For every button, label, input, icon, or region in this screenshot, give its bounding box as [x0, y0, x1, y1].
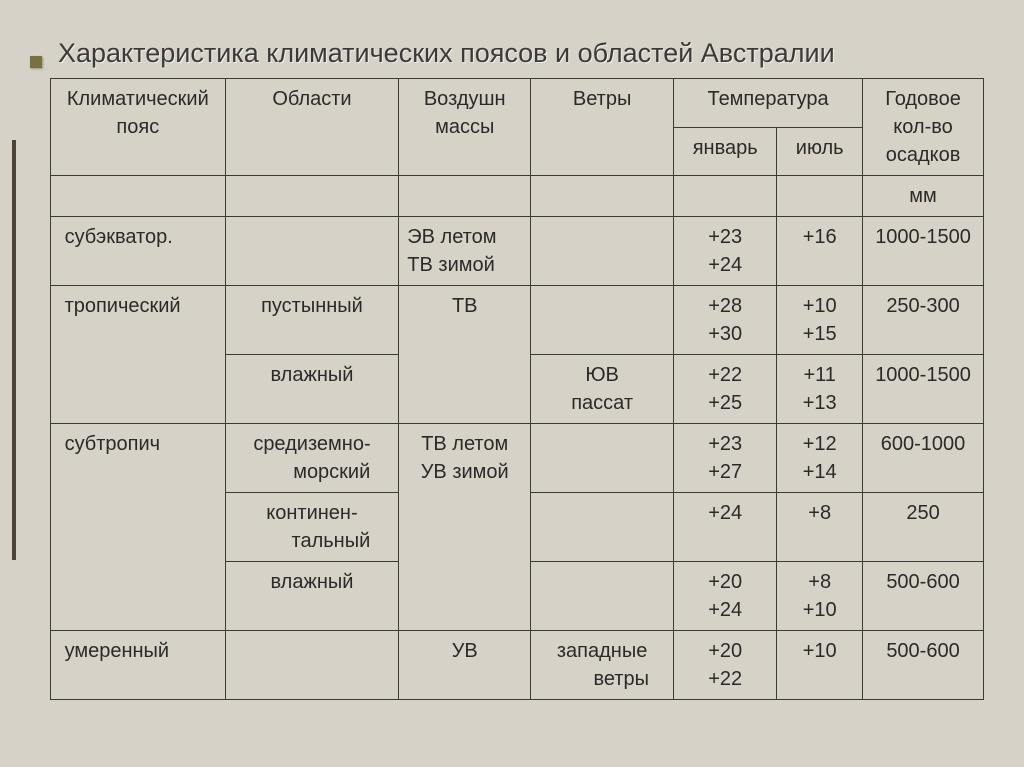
- hdr-jul: июль: [777, 127, 863, 176]
- slide: Характеристика климатических поясов и об…: [0, 0, 1024, 767]
- cell-jul: +11+13: [777, 355, 863, 424]
- hdr-zone: Климатический пояс: [51, 79, 226, 176]
- cell-zone: тропический: [51, 286, 226, 424]
- cell-precip: 1000-1500: [863, 217, 984, 286]
- cell-precip: 500-600: [863, 562, 984, 631]
- cell-precip: 500-600: [863, 631, 984, 700]
- cell-jan: +20+24: [674, 562, 777, 631]
- cell-jul: +12+14: [777, 424, 863, 493]
- cell-area: влажный: [225, 562, 399, 631]
- cell-jul: +8: [777, 493, 863, 562]
- hdr-temp: Температура: [674, 79, 863, 128]
- cell-precip: 250-300: [863, 286, 984, 355]
- cell-jan: +23+27: [674, 424, 777, 493]
- cell-area: пустынный: [225, 286, 399, 355]
- cell-air: ТВ: [399, 286, 531, 424]
- hdr-air: Воздушн массы: [399, 79, 531, 176]
- cell-jul: +10+15: [777, 286, 863, 355]
- header-row-1: Климатический пояс Области Воздушн массы…: [51, 79, 984, 128]
- hdr-mm: мм: [863, 176, 984, 217]
- cell-jul: +8+10: [777, 562, 863, 631]
- cell-precip: 1000-1500: [863, 355, 984, 424]
- cell-air: ТВ летомУВ зимой: [399, 424, 531, 631]
- cell-precip: 250: [863, 493, 984, 562]
- table-row: субэкватор. ЭВ летомТВ зимой +23+24 +16 …: [51, 217, 984, 286]
- hdr-precip: Годовое кол-во осадков: [863, 79, 984, 176]
- page-title: Характеристика климатических поясов и об…: [58, 38, 835, 69]
- cell-jan: +24: [674, 493, 777, 562]
- hdr-jan: январь: [674, 127, 777, 176]
- header-row-3: мм: [51, 176, 984, 217]
- cell-wind: западные ветры: [531, 631, 674, 700]
- cell-zone: субэкватор.: [51, 217, 226, 286]
- cell-area: влажный: [225, 355, 399, 424]
- cell-jan: +23+24: [674, 217, 777, 286]
- cell-area: континен- тальный: [225, 493, 399, 562]
- hdr-areas: Области: [225, 79, 399, 176]
- cell-jan: +28+30: [674, 286, 777, 355]
- table-row: тропический пустынный ТВ +28+30 +10+15 2…: [51, 286, 984, 355]
- cell-precip: 600-1000: [863, 424, 984, 493]
- cell-air: УВ: [399, 631, 531, 700]
- bullet-decor: [30, 56, 42, 68]
- cell-zone: субтропич: [51, 424, 226, 631]
- cell-jan: +22+25: [674, 355, 777, 424]
- table-row: субтропич средиземно- морский ТВ летомУВ…: [51, 424, 984, 493]
- hdr-winds: Ветры: [531, 79, 674, 176]
- cell-jul: +16: [777, 217, 863, 286]
- cell-area: средиземно- морский: [225, 424, 399, 493]
- cell-jul: +10: [777, 631, 863, 700]
- cell-zone: умеренный: [51, 631, 226, 700]
- climate-table: Климатический пояс Области Воздушн массы…: [50, 78, 984, 700]
- side-line-decor: [12, 140, 16, 560]
- cell-wind: ЮВпассат: [531, 355, 674, 424]
- cell-air: ЭВ летомТВ зимой: [399, 217, 531, 286]
- table-row: умеренный УВ западные ветры +20+22 +10 5…: [51, 631, 984, 700]
- cell-jan: +20+22: [674, 631, 777, 700]
